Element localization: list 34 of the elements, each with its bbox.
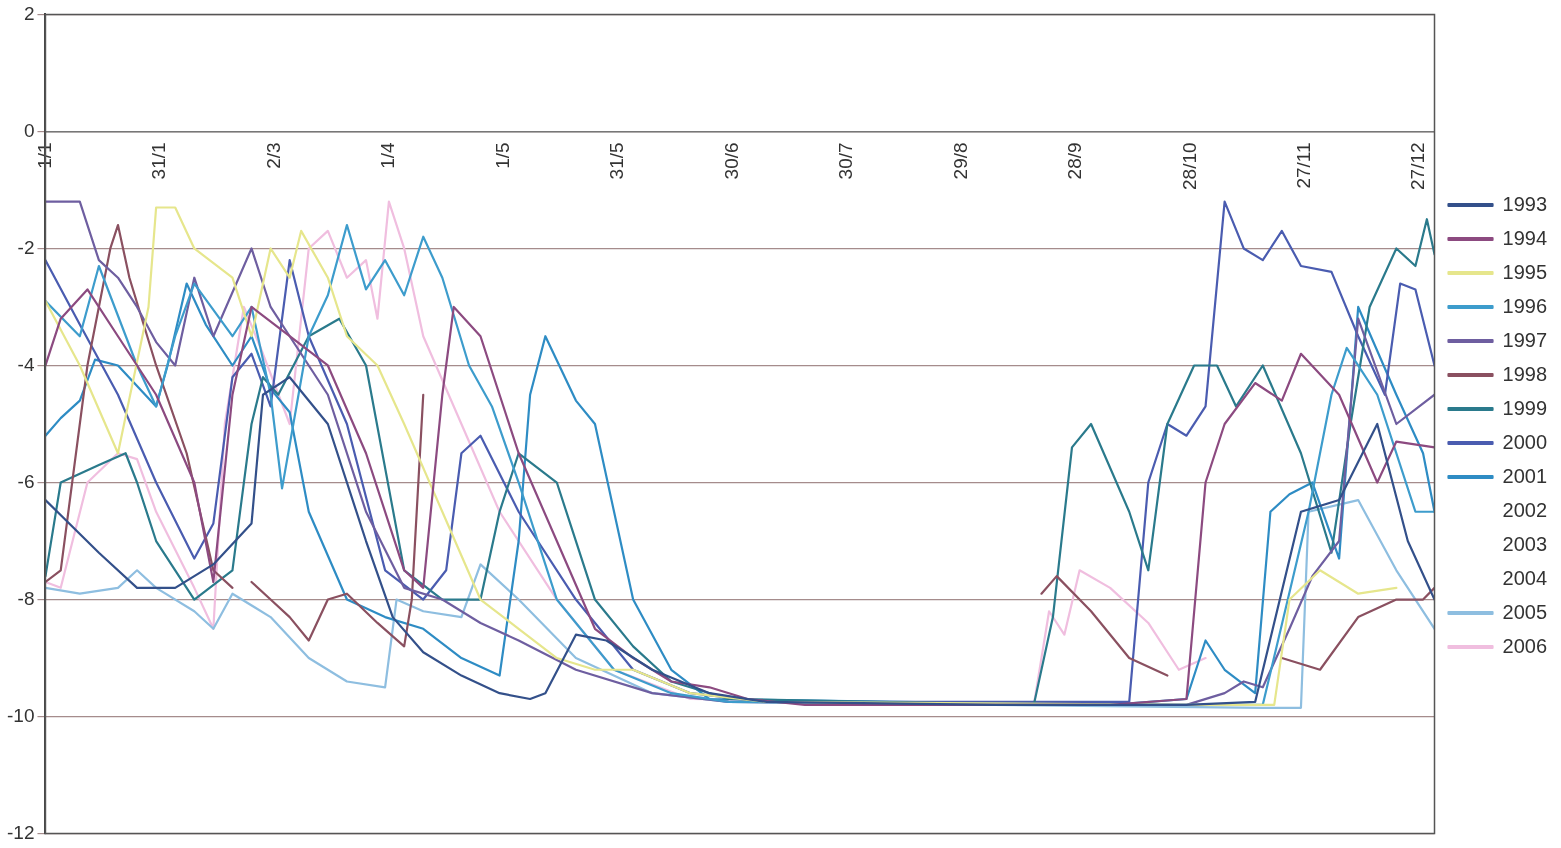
text: 2003 [1502, 532, 1548, 555]
y-tick-label: -8 [17, 587, 35, 609]
x-tick-label: 2/3 [262, 142, 284, 169]
legend-label: 2001 [1502, 464, 1548, 487]
y-tick-label: -6 [17, 470, 35, 492]
y-tick-label: -2 [17, 236, 35, 258]
y-tick-label: -10 [6, 704, 35, 726]
legend-label: 1995 [1502, 260, 1548, 283]
legend-label: 1993 [1502, 192, 1548, 215]
legend-label: 1998 [1502, 362, 1548, 385]
x-tick-label: 31/5 [606, 142, 628, 180]
x-tick-label: 30/6 [720, 142, 742, 180]
legend-label: 2005 [1502, 600, 1548, 623]
x-tick-label: 1/5 [491, 142, 513, 169]
x-tick-label: 27/12 [1407, 142, 1429, 190]
x-tick-label: 29/8 [949, 142, 971, 180]
y-tick-label: 0 [23, 119, 35, 141]
x-tick-label: 31/1 [148, 142, 170, 180]
y-tick-label: -4 [17, 353, 35, 375]
text: 2002 [1502, 498, 1548, 521]
x-tick-label: 1/4 [377, 142, 399, 169]
y-tick-label: -12 [6, 821, 35, 843]
text: 2004 [1502, 566, 1548, 589]
legend-label: 2000 [1502, 430, 1548, 453]
legend-label: 1999 [1502, 396, 1548, 419]
legend-label: 2006 [1502, 634, 1548, 657]
legend-label: 1994 [1502, 226, 1548, 249]
x-tick-label: 28/10 [1178, 142, 1200, 190]
x-tick-label: 30/7 [835, 142, 857, 180]
y-tick-label: 2 [23, 2, 35, 24]
legend-label: 1996 [1502, 294, 1548, 317]
x-tick-label: 28/9 [1064, 142, 1086, 180]
legend-label: 1997 [1502, 328, 1548, 351]
x-tick-label: 27/11 [1293, 142, 1314, 189]
